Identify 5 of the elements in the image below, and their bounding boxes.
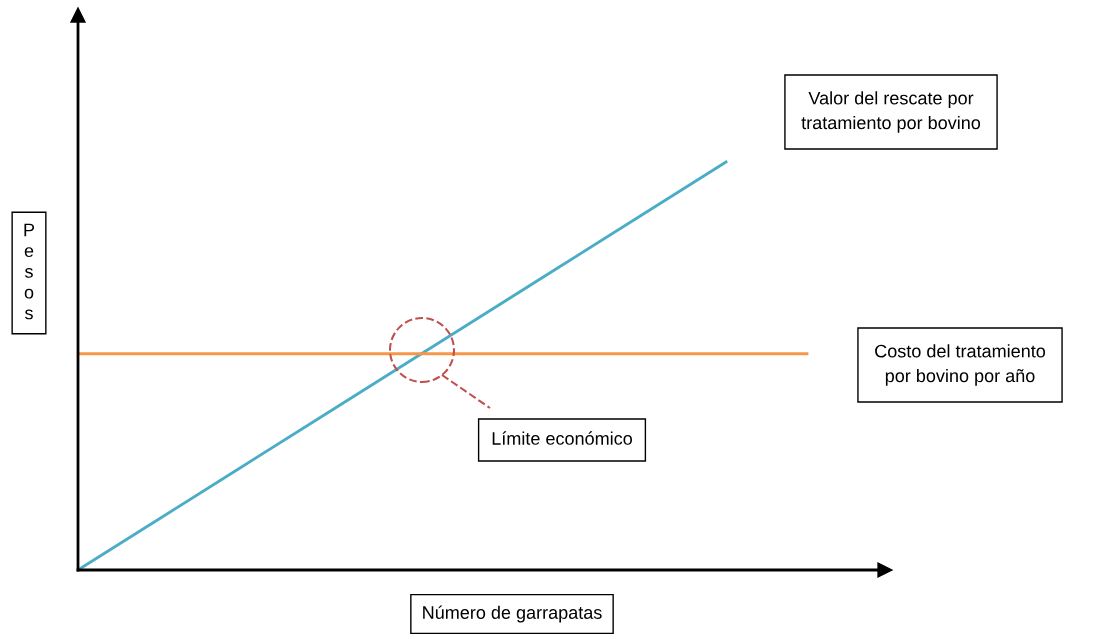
- text: Costo del tratamiento por bovino por año: [875, 344, 1046, 386]
- x-axis-title: Número de garrapatas: [423, 605, 602, 623]
- y-axis-title: Pesos: [24, 223, 35, 320]
- annotation: Límite económico: [492, 431, 632, 445]
- text: Valor del rescate por tratamiento por bovino: [801, 91, 981, 133]
